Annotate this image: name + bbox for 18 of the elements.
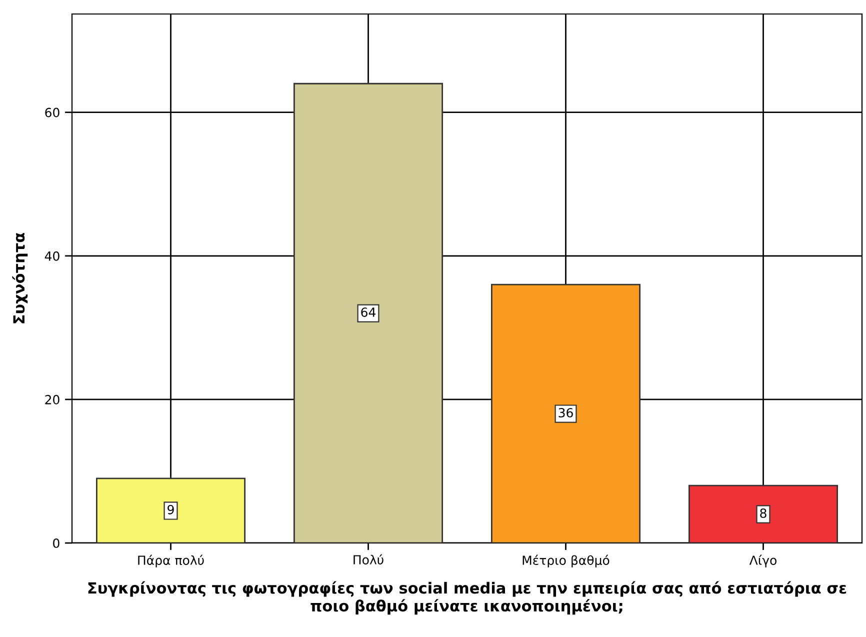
data-label: 36: [558, 408, 573, 418]
data-label: 64: [361, 307, 376, 317]
bar: [688, 484, 838, 543]
data-label: 9: [168, 504, 174, 514]
x-tick-label: Λίγο: [749, 554, 776, 568]
y-tick-label: 60: [45, 108, 60, 118]
y-tick-label: 40: [44, 251, 60, 261]
bar: [490, 284, 641, 543]
bar: [96, 478, 246, 543]
x-tick-label: Μέτριο βαθμό: [522, 554, 610, 568]
x-axis-title: Συγκρίνοντας τις φωτογραφίες των social media με την εμπειρία σας από εστιατόρια σε ποιο βαθμό μείνατε ικανοποιημένοι;: [88, 581, 846, 615]
x-tick-label: Πάρα πολύ: [138, 554, 204, 568]
data-label: 8: [760, 508, 766, 518]
bar: [293, 82, 444, 543]
x-tick-label: Πολύ: [354, 554, 384, 564]
y-axis-title: Συχνότητα: [12, 232, 28, 324]
y-tick-label: 20: [45, 394, 60, 404]
y-tick-label: 0: [53, 538, 60, 548]
